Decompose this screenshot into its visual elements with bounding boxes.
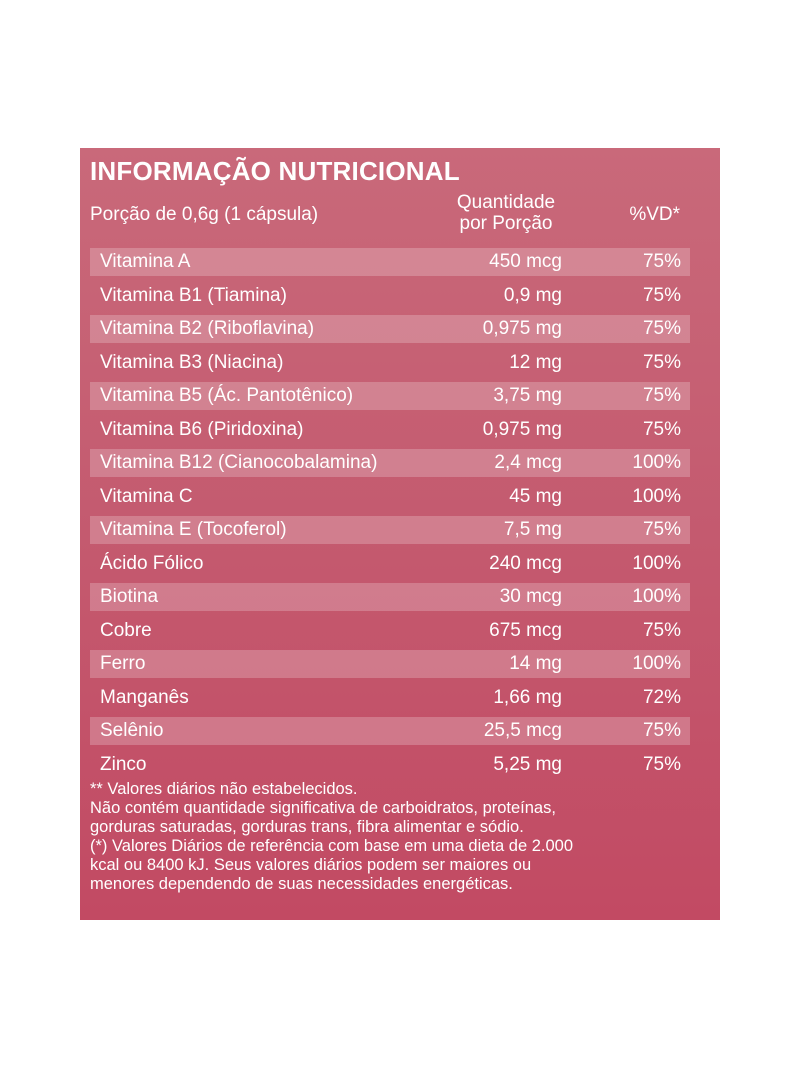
- table-row: Vitamina B12 (Cianocobalamina) 2,4 mcg 1…: [90, 446, 690, 480]
- table-row: Cobre 675 mcg 75%: [90, 614, 690, 648]
- nutrient-daily-value: 100%: [632, 485, 681, 507]
- table-row: Vitamina E (Tocoferol) 7,5 mg 75%: [90, 513, 690, 547]
- table-row: Ácido Fólico 240 mcg 100%: [90, 547, 690, 581]
- nutrient-quantity: 12 mg: [509, 351, 562, 373]
- nutrient-quantity: 240 mcg: [489, 552, 562, 574]
- table-row: Ferro 14 mg 100%: [90, 647, 690, 681]
- nutrient-table: Vitamina A 450 mcg 75% Vitamina B1 (Tiam…: [90, 245, 690, 781]
- nutrition-facts-panel: INFORMAÇÃO NUTRICIONAL Porção de 0,6g (1…: [80, 148, 720, 920]
- nutrient-name: Selênio: [100, 720, 164, 741]
- nutrient-name: Ácido Fólico: [100, 552, 204, 574]
- nutrient-daily-value: 75%: [642, 351, 681, 373]
- nutrient-daily-value: 75%: [642, 753, 681, 775]
- nutrient-quantity: 7,5 mg: [503, 519, 562, 540]
- footnote-line: (*) Valores Diários de referência com ba…: [90, 837, 574, 855]
- nutrient-quantity: 675 mcg: [489, 619, 562, 641]
- nutrient-name: Vitamina B3 (Niacina): [100, 351, 284, 373]
- table-row: Vitamina C 45 mg 100%: [90, 480, 690, 514]
- nutrient-quantity: 25,5 mcg: [483, 720, 562, 741]
- nutrient-daily-value: 75%: [642, 418, 681, 440]
- nutrient-daily-value: 75%: [642, 385, 681, 406]
- nutrient-quantity: 30 mcg: [499, 586, 562, 607]
- nutrient-name: Biotina: [100, 586, 159, 607]
- nutrient-name: Vitamina E (Tocoferol): [100, 519, 287, 540]
- quantity-header-line-1: Quantidade: [456, 192, 556, 213]
- footnote-line: ** Valores diários não estabelecidos.: [90, 780, 358, 798]
- table-row: Vitamina B5 (Ác. Pantotênico) 3,75 mg 75…: [90, 379, 690, 413]
- nutrient-quantity: 1,66 mg: [493, 686, 562, 708]
- nutrient-name: Vitamina B5 (Ác. Pantotênico): [100, 385, 354, 406]
- table-row: Vitamina B3 (Niacina) 12 mg 75%: [90, 346, 690, 380]
- nutrient-name: Vitamina C: [100, 485, 193, 507]
- nutrient-quantity: 45 mg: [509, 485, 562, 507]
- nutrient-daily-value: 100%: [632, 586, 681, 607]
- table-row: Vitamina B6 (Piridoxina) 0,975 mg 75%: [90, 413, 690, 447]
- nutrient-quantity: 3,75 mg: [493, 385, 562, 406]
- nutrient-quantity: 0,9 mg: [503, 284, 562, 306]
- footnote-line: menores dependendo de suas necessidades …: [90, 875, 513, 893]
- nutrient-quantity: 5,25 mg: [493, 753, 562, 775]
- table-row: Vitamina B1 (Tiamina) 0,9 mg 75%: [90, 279, 690, 313]
- nutrient-daily-value: 72%: [642, 686, 681, 708]
- quantity-header-line-2: por Porção: [459, 213, 553, 234]
- quantity-column-header: Quantidade por Porção: [436, 192, 576, 234]
- nutrient-daily-value: 100%: [632, 653, 681, 674]
- nutrient-daily-value: 75%: [642, 251, 681, 272]
- nutrient-quantity: 450 mcg: [489, 251, 562, 272]
- table-row: Biotina 30 mcg 100%: [90, 580, 690, 614]
- nutrient-quantity: 2,4 mcg: [494, 452, 562, 473]
- nutrient-name: Manganês: [100, 686, 189, 708]
- nutrient-name: Cobre: [100, 619, 152, 641]
- nutrient-daily-value: 100%: [632, 452, 681, 473]
- footnote-line: kcal ou 8400 kJ. Seus valores diários po…: [90, 856, 532, 874]
- footnote-line: gorduras saturadas, gorduras trans, fibr…: [90, 818, 524, 836]
- footnotes: ** Valores diários não estabelecidos. Nã…: [90, 780, 710, 894]
- panel-title: INFORMAÇÃO NUTRICIONAL: [90, 156, 460, 186]
- table-row: Vitamina A 450 mcg 75%: [90, 245, 690, 279]
- nutrient-daily-value: 75%: [642, 519, 681, 540]
- nutrient-daily-value: 75%: [642, 619, 681, 641]
- nutrient-name: Ferro: [100, 653, 146, 674]
- footnote-line: Não contém quantidade significativa de c…: [90, 799, 556, 817]
- table-row: Zinco 5,25 mg 75%: [90, 748, 690, 782]
- nutrient-daily-value: 75%: [642, 720, 681, 741]
- serving-size: Porção de 0,6g (1 cápsula): [90, 204, 319, 225]
- daily-value-column-header: %VD*: [629, 204, 680, 225]
- nutrient-name: Vitamina B12 (Cianocobalamina): [100, 452, 378, 473]
- table-row: Vitamina B2 (Riboflavina) 0,975 mg 75%: [90, 312, 690, 346]
- nutrient-name: Zinco: [100, 753, 147, 775]
- nutrient-daily-value: 75%: [642, 284, 681, 306]
- nutrient-daily-value: 75%: [642, 318, 681, 339]
- nutrient-daily-value: 100%: [632, 552, 681, 574]
- nutrient-name: Vitamina B1 (Tiamina): [100, 284, 287, 306]
- nutrient-name: Vitamina B6 (Piridoxina): [100, 418, 304, 440]
- table-row: Manganês 1,66 mg 72%: [90, 681, 690, 715]
- table-row: Selênio 25,5 mcg 75%: [90, 714, 690, 748]
- nutrient-name: Vitamina A: [100, 251, 191, 272]
- nutrient-quantity: 0,975 mg: [482, 318, 562, 339]
- nutrient-quantity: 14 mg: [509, 653, 562, 674]
- nutrient-quantity: 0,975 mg: [482, 418, 562, 440]
- nutrient-name: Vitamina B2 (Riboflavina): [100, 318, 315, 339]
